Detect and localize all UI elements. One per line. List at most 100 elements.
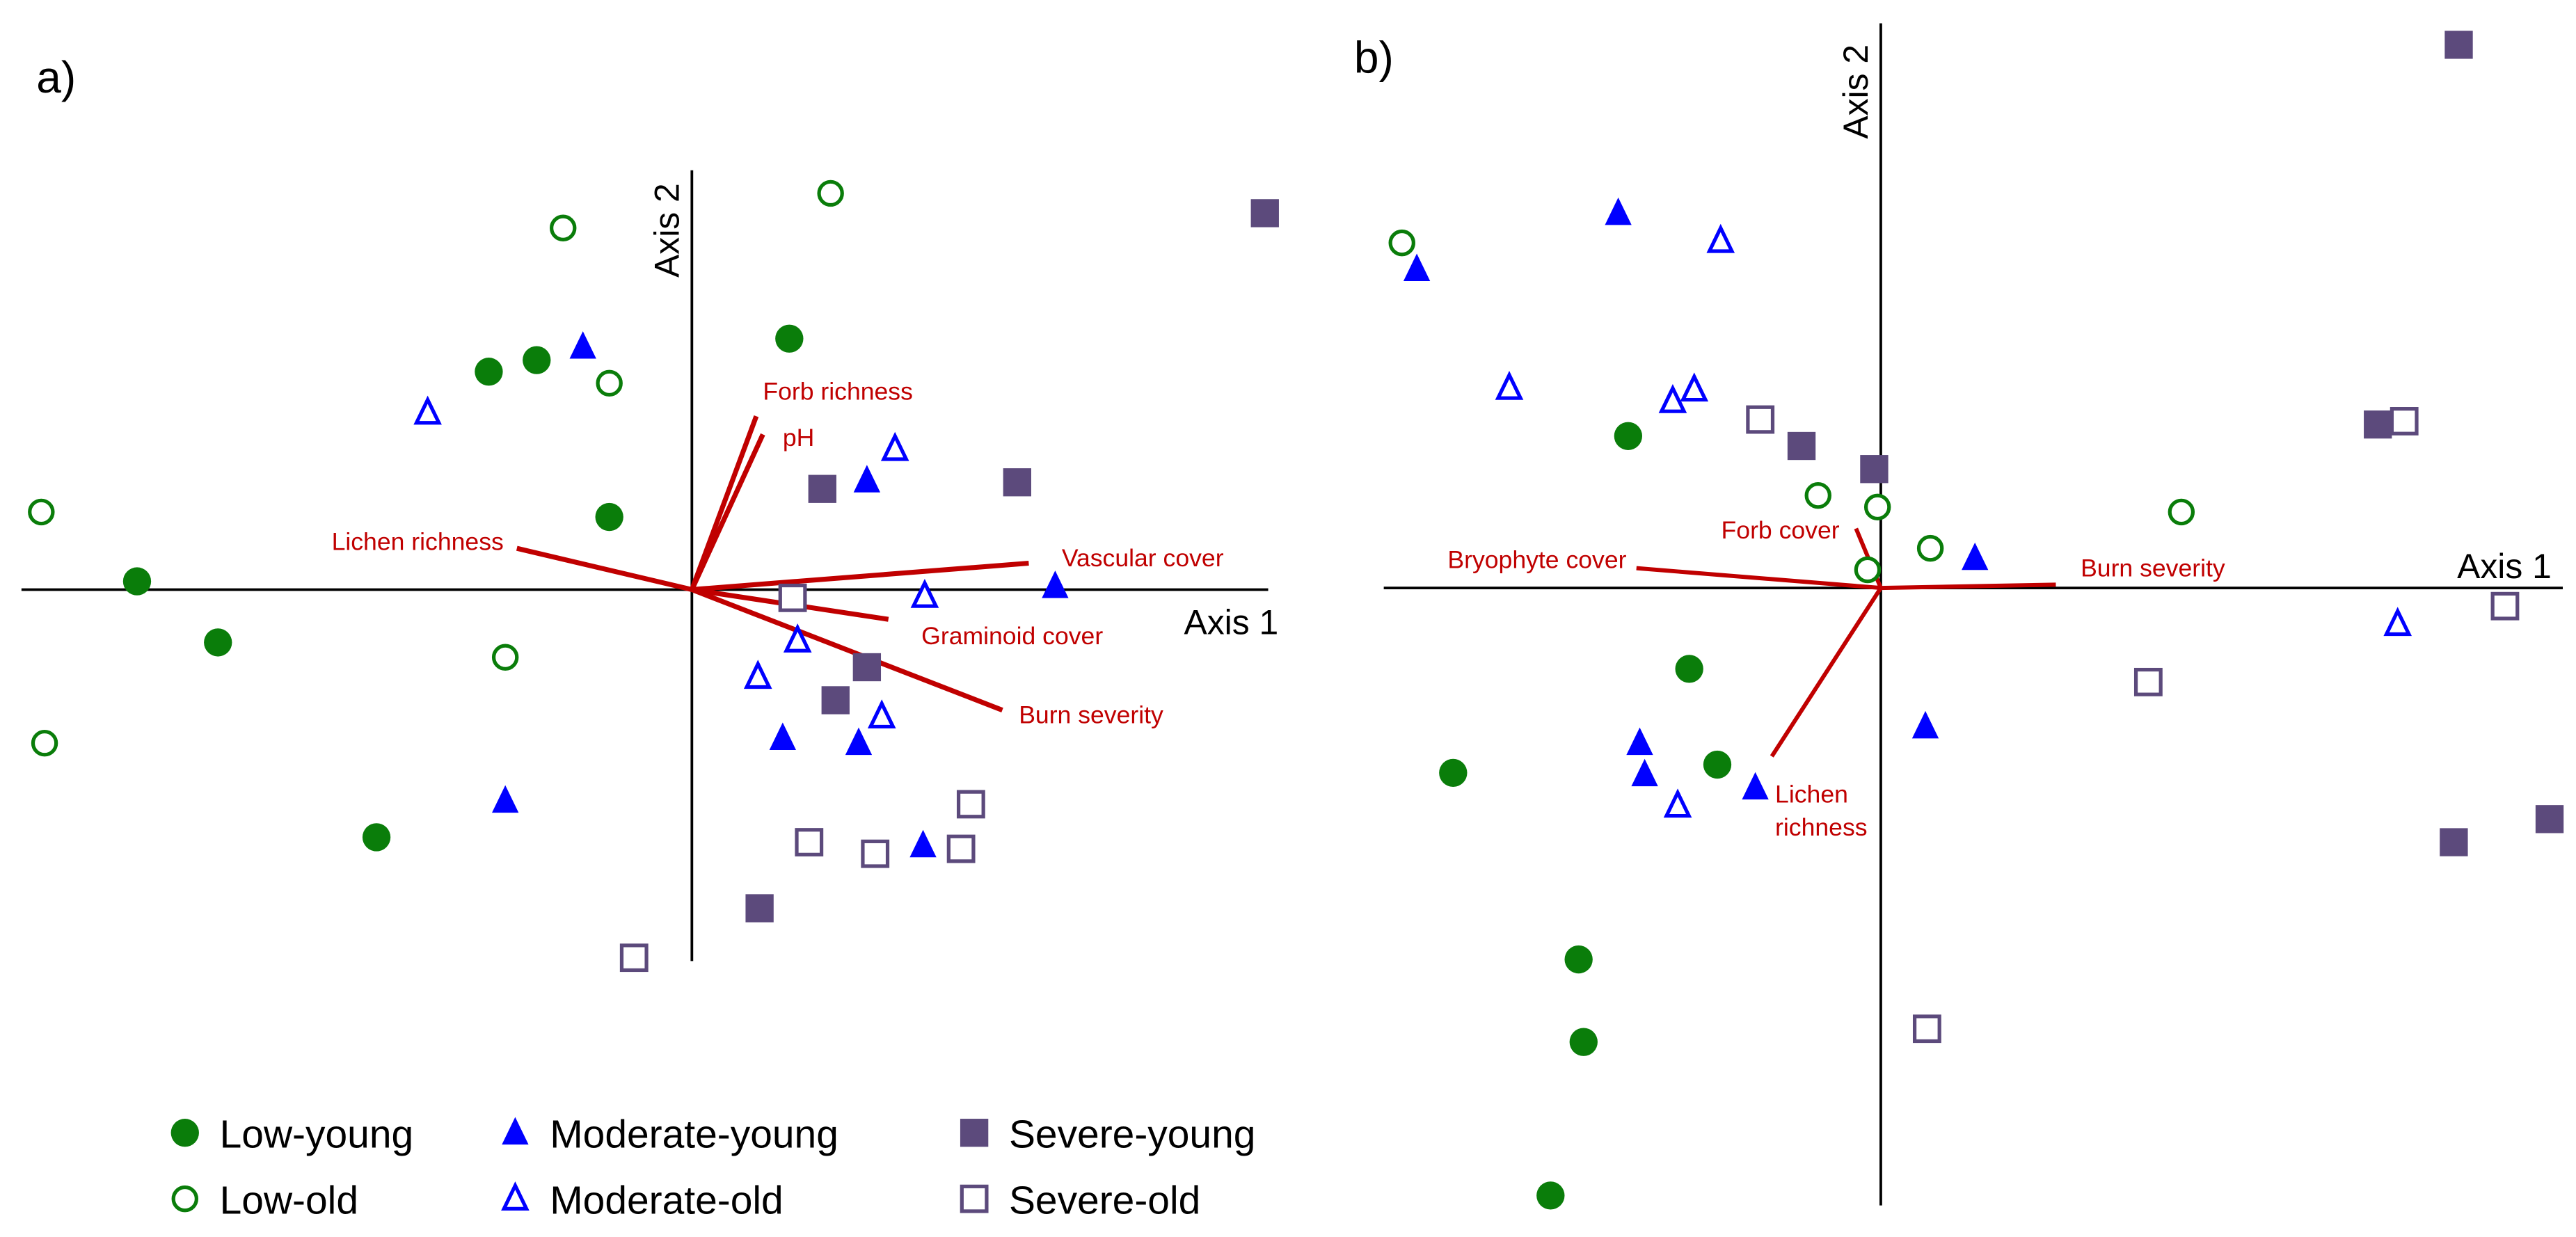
point-low-young bbox=[122, 567, 152, 596]
vector-label: pH bbox=[783, 424, 814, 452]
vector-arrow bbox=[691, 587, 1003, 713]
vector-label: Burn severity bbox=[1019, 701, 1163, 729]
point-low-old bbox=[1388, 229, 1415, 257]
series-low-old bbox=[28, 179, 844, 757]
legend-label: Moderate-young bbox=[550, 1112, 838, 1157]
point-low-old bbox=[817, 179, 844, 207]
series-low-young bbox=[1439, 422, 1732, 1210]
point-low-young bbox=[1439, 758, 1468, 788]
point-severe-young bbox=[2444, 31, 2473, 59]
vector-label: Forb cover bbox=[1722, 516, 1840, 544]
legend-marker-square bbox=[960, 1119, 989, 1147]
point-low-old bbox=[2168, 498, 2195, 526]
point-severe-young bbox=[1860, 455, 1889, 484]
series-severe-young bbox=[745, 199, 1279, 923]
point-moderate-young bbox=[1742, 772, 1769, 800]
point-severe-young bbox=[1787, 431, 1816, 461]
point-moderate-young bbox=[1605, 197, 1632, 225]
point-severe-old bbox=[2490, 591, 2520, 621]
point-moderate-young bbox=[1626, 727, 1653, 756]
panel-label: b) bbox=[1354, 33, 1394, 83]
point-low-old bbox=[596, 369, 623, 397]
point-severe-old bbox=[861, 839, 890, 868]
vector-label: Lichen richness bbox=[332, 528, 504, 556]
point-severe-young bbox=[821, 686, 850, 715]
series-moderate-old bbox=[1495, 223, 2412, 818]
legend-marker-square bbox=[960, 1184, 989, 1213]
point-moderate-old bbox=[1495, 370, 1524, 400]
legend-marker-circle bbox=[170, 1119, 199, 1147]
vector-label: Forb richness bbox=[763, 378, 913, 406]
point-moderate-old bbox=[413, 395, 442, 425]
legend-label: Low-young bbox=[220, 1112, 414, 1157]
point-moderate-old bbox=[2383, 607, 2412, 637]
series-low-old bbox=[1388, 229, 2195, 584]
series-moderate-young bbox=[1403, 197, 1989, 800]
vector-label: Lichen richness bbox=[1775, 781, 1867, 841]
point-low-young bbox=[475, 358, 503, 386]
series-low-young bbox=[122, 324, 804, 852]
point-severe-old bbox=[619, 943, 649, 973]
point-moderate-young bbox=[1631, 758, 1658, 787]
point-low-old bbox=[549, 214, 577, 241]
legend-label: Moderate-old bbox=[550, 1178, 783, 1222]
point-low-young bbox=[362, 823, 391, 852]
point-low-young bbox=[1703, 750, 1732, 779]
series-moderate-young bbox=[491, 331, 1069, 858]
point-severe-old bbox=[2390, 407, 2419, 436]
point-moderate-old bbox=[1706, 223, 1735, 253]
point-low-young bbox=[1569, 1028, 1598, 1056]
point-severe-young bbox=[2440, 828, 2468, 856]
point-moderate-old bbox=[867, 699, 896, 729]
series-severe-old bbox=[1746, 405, 2520, 1044]
legend-item: Moderate-young bbox=[502, 1112, 838, 1157]
point-low-old bbox=[31, 729, 58, 757]
point-low-young bbox=[523, 346, 551, 374]
point-low-young bbox=[775, 324, 804, 353]
point-severe-young bbox=[2364, 410, 2392, 439]
point-low-young bbox=[1564, 945, 1593, 974]
y-axis-label: Axis 2 bbox=[1836, 45, 1875, 139]
series-severe-old bbox=[619, 583, 985, 973]
series-severe-young bbox=[1787, 31, 2564, 856]
legend-marker-circle bbox=[171, 1185, 199, 1213]
legend-item: Low-young bbox=[170, 1112, 414, 1157]
legend-label: Severe-young bbox=[1009, 1112, 1256, 1157]
legend-label: Low-old bbox=[220, 1178, 358, 1222]
point-moderate-old bbox=[1680, 372, 1709, 402]
point-moderate-young bbox=[569, 331, 596, 359]
x-axis-label: Axis 1 bbox=[2457, 547, 2552, 586]
point-moderate-old bbox=[1663, 788, 1692, 818]
point-severe-old bbox=[1746, 405, 1775, 434]
panel-b: b) Axis 1 Axis 2 Bryophyte cover Forb cover B… bbox=[1354, 23, 2564, 1210]
vector-label: Burn severity bbox=[2081, 554, 2225, 582]
point-low-old bbox=[491, 644, 519, 671]
point-low-young bbox=[204, 628, 232, 657]
point-moderate-young bbox=[909, 829, 937, 858]
point-severe-old bbox=[1912, 1014, 1941, 1044]
point-moderate-young bbox=[845, 727, 873, 756]
legend-label: Severe-old bbox=[1009, 1178, 1200, 1222]
point-moderate-old bbox=[1658, 383, 1687, 413]
point-low-young bbox=[1536, 1181, 1565, 1210]
point-severe-young bbox=[1250, 199, 1279, 228]
point-low-old bbox=[1804, 481, 1831, 509]
point-moderate-old bbox=[910, 579, 939, 608]
point-moderate-old bbox=[783, 623, 812, 653]
point-moderate-young bbox=[1042, 570, 1069, 598]
point-low-young bbox=[1614, 422, 1643, 450]
vector-arrow bbox=[1770, 586, 1883, 758]
point-severe-old bbox=[795, 828, 824, 856]
point-severe-old bbox=[946, 834, 976, 863]
point-severe-young bbox=[2535, 805, 2564, 833]
panel-label: a) bbox=[36, 52, 76, 102]
point-severe-young bbox=[852, 653, 882, 682]
vector-label: Vascular cover bbox=[1062, 544, 1224, 572]
series-moderate-old bbox=[413, 395, 939, 729]
legend-marker-triangle bbox=[502, 1117, 529, 1145]
point-severe-old bbox=[956, 790, 985, 819]
vector-arrow bbox=[690, 433, 765, 591]
point-severe-young bbox=[1003, 468, 1031, 497]
point-severe-young bbox=[808, 474, 836, 503]
